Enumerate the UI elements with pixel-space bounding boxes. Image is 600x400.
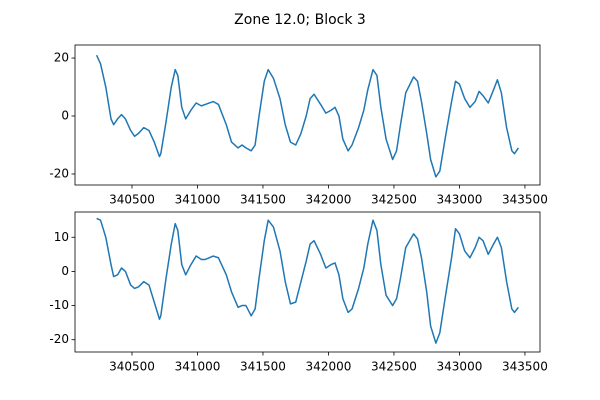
y-tick-label: -20 <box>49 166 69 180</box>
x-tick-label: 342000 <box>306 360 352 374</box>
figure-title: Zone 12.0; Block 3 <box>234 12 366 28</box>
x-tick-label: 341000 <box>175 360 221 374</box>
x-tick-label: 343500 <box>502 360 548 374</box>
x-tick-label: 342500 <box>371 360 417 374</box>
x-tick-label: 341000 <box>175 193 221 207</box>
x-tick-label: 340500 <box>109 193 155 207</box>
axes-frame <box>74 211 541 353</box>
y-tick-label: 0 <box>61 109 69 123</box>
x-tick-label: 343000 <box>437 360 483 374</box>
x-tick-label: 343500 <box>502 193 548 207</box>
axes-frame <box>74 44 541 186</box>
y-tick-label: 0 <box>61 264 69 278</box>
y-tick-label: -20 <box>49 332 69 346</box>
x-tick-label: 341500 <box>240 360 286 374</box>
y-tick-label: 20 <box>54 51 69 65</box>
x-tick-label: 342500 <box>371 193 417 207</box>
x-tick-label: 341500 <box>240 193 286 207</box>
x-tick-label: 343000 <box>437 193 483 207</box>
x-tick-label: 340500 <box>109 360 155 374</box>
x-tick-label: 342000 <box>306 193 352 207</box>
y-tick-label: -10 <box>49 298 69 312</box>
y-tick-label: 10 <box>54 230 69 244</box>
data-line <box>96 217 519 344</box>
data-line <box>95 54 520 178</box>
